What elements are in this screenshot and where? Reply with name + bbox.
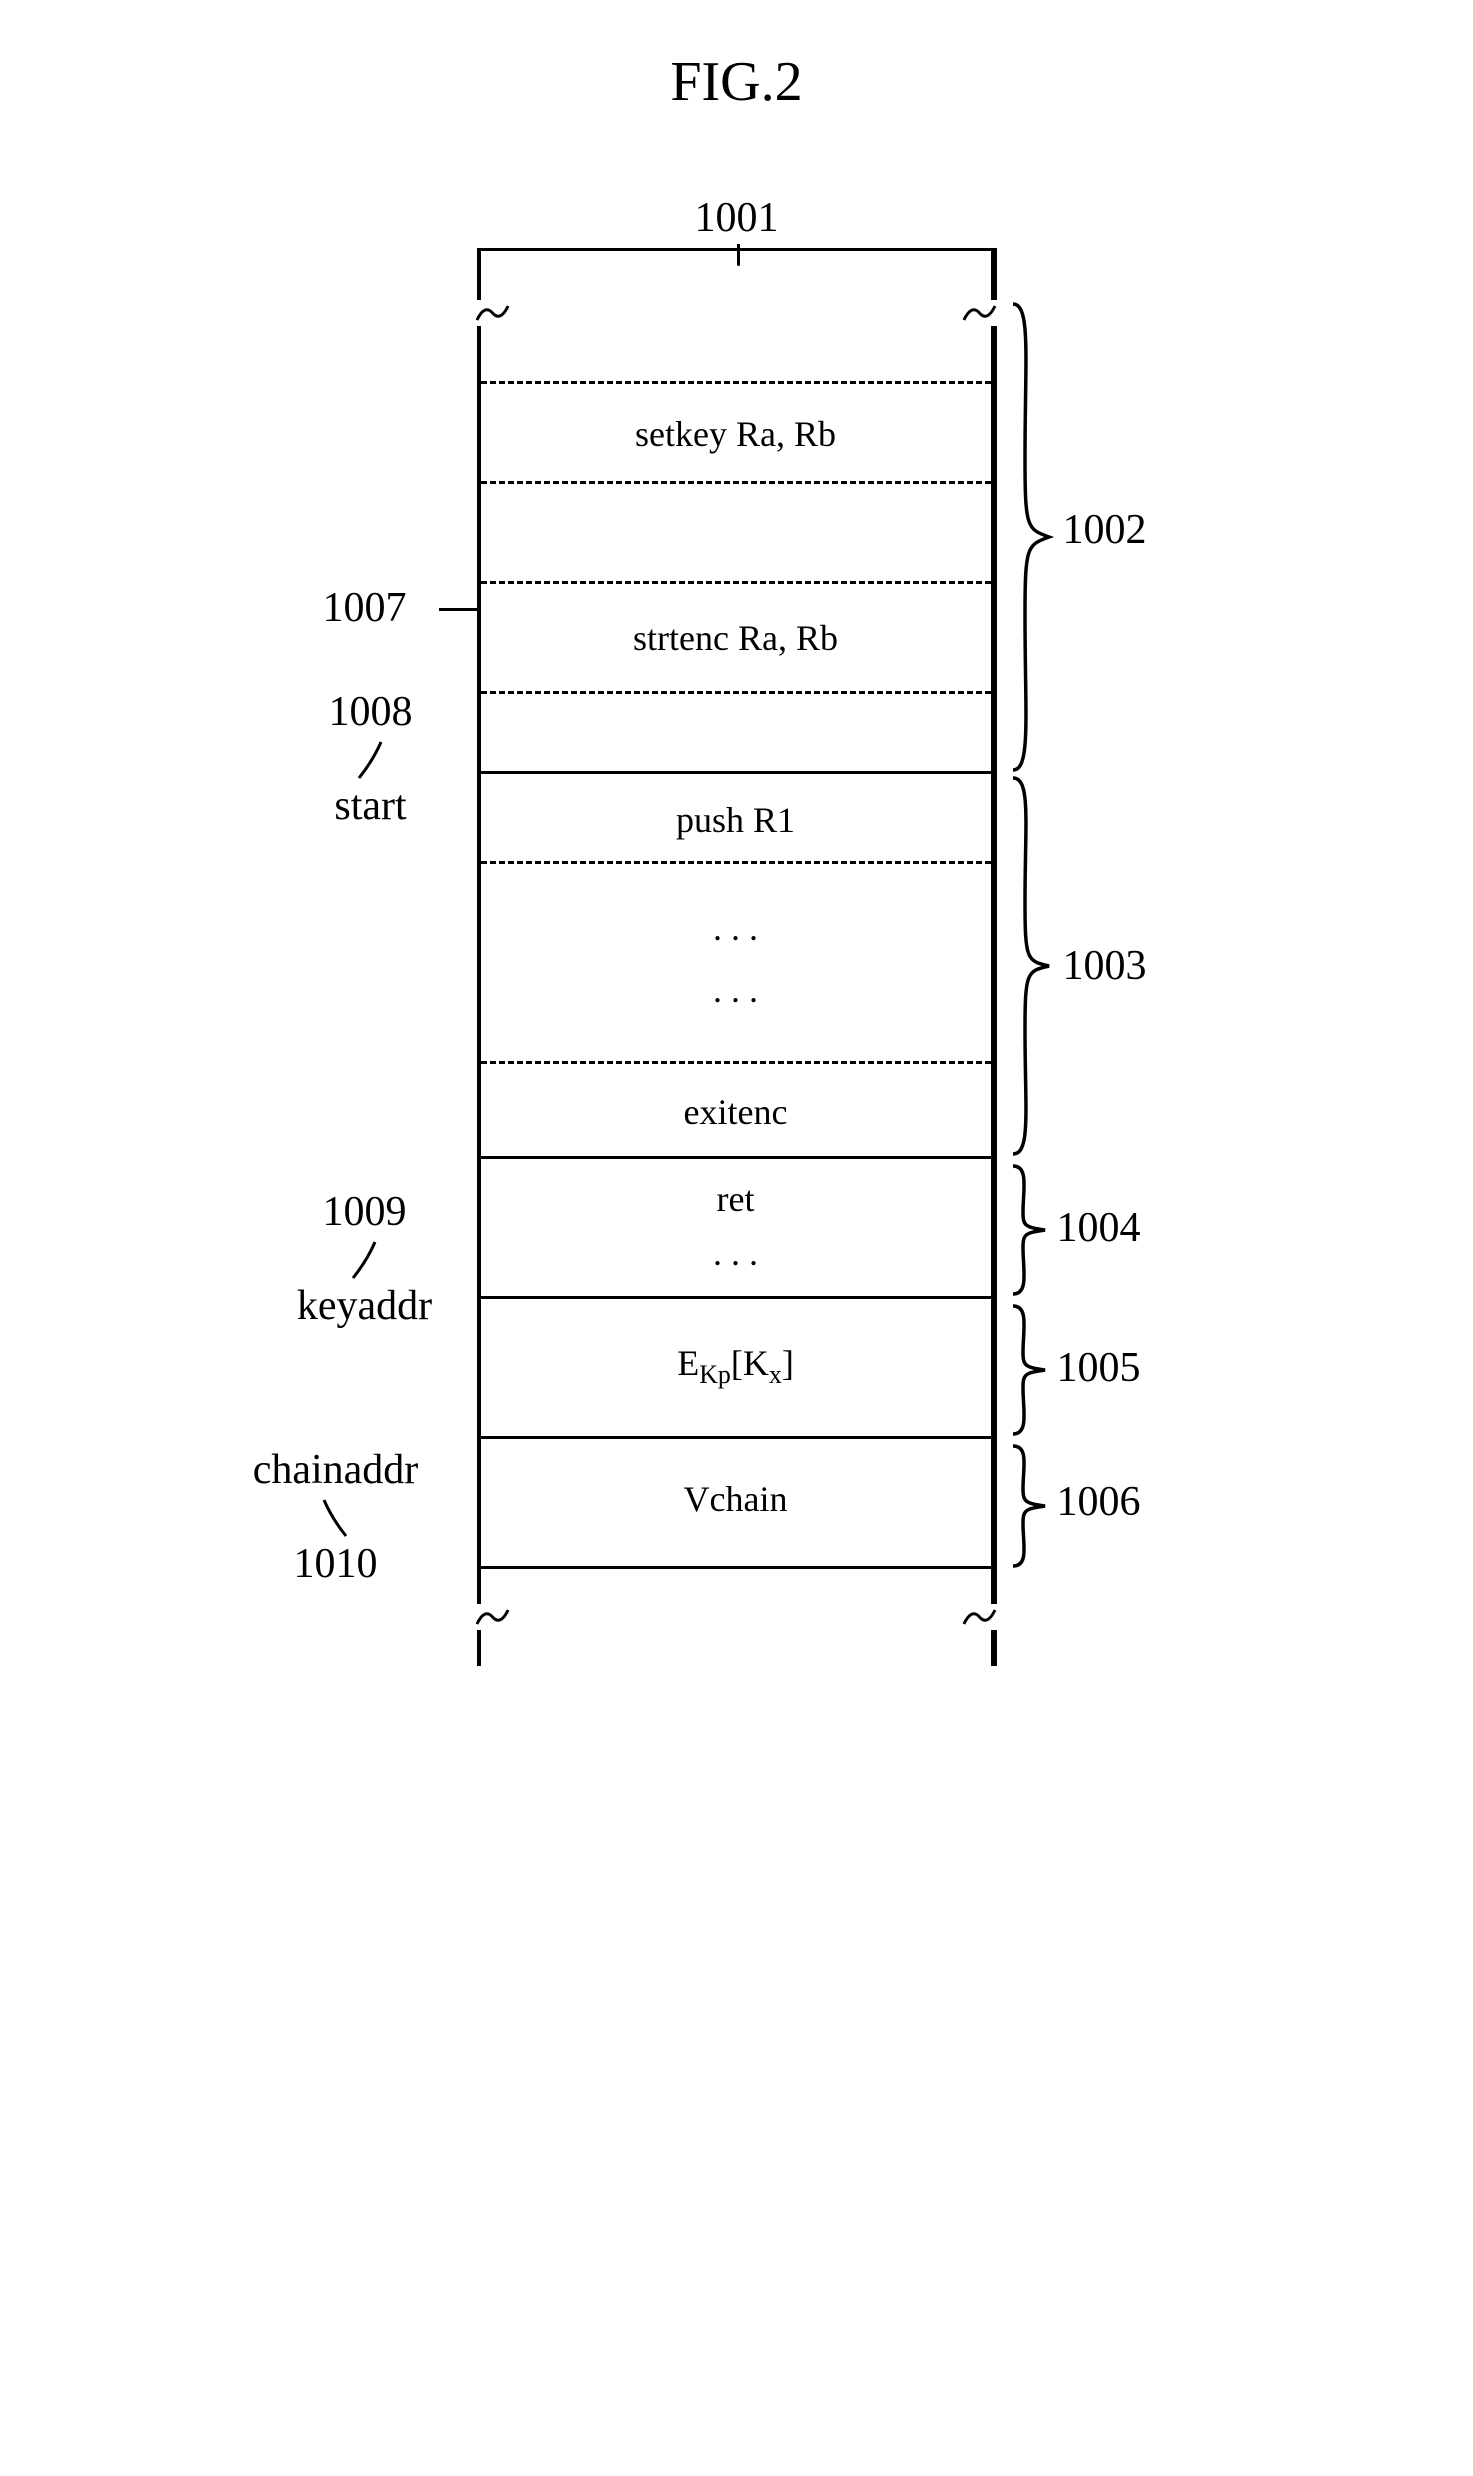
row-ret-dots: . . . xyxy=(481,1235,991,1271)
ekp-suffix: ] xyxy=(782,1343,794,1383)
brace-1003 xyxy=(1009,772,1059,1160)
brace-1005 xyxy=(1009,1300,1055,1440)
ekp-prefix: E xyxy=(677,1343,699,1383)
row-ret-text: ret xyxy=(481,1181,991,1217)
group-1010: chainaddr 1010 xyxy=(221,1446,451,1588)
ekp-sub1: Kp xyxy=(699,1360,731,1389)
figure-title: FIG.2 xyxy=(187,50,1287,114)
row-push: push R1 xyxy=(481,771,991,861)
row-dots: . . . . . . xyxy=(481,861,991,1061)
brace-1004 xyxy=(1009,1160,1055,1300)
label-1001-text: 1001 xyxy=(695,195,779,241)
row-gap-1008 xyxy=(481,691,991,771)
memory-layout-box: setkey Ra, Rb strtenc Ra, Rb push R1 . .… xyxy=(477,248,997,1666)
row-bottom xyxy=(481,1566,991,1666)
label-1002: 1002 xyxy=(1063,506,1147,554)
row-gap-1007 xyxy=(481,481,991,581)
brace-1006 xyxy=(1009,1440,1055,1572)
row-vchain: Vchain xyxy=(481,1436,991,1566)
row-dots-2: . . . xyxy=(481,972,991,1008)
group-1008: 1008 start xyxy=(311,688,431,830)
label-1004: 1004 xyxy=(1057,1204,1141,1252)
row-exitenc: exitenc xyxy=(481,1061,991,1156)
label-1008-num: 1008 xyxy=(311,688,431,736)
row-setkey: setkey Ra, Rb xyxy=(481,381,991,481)
row-dots-1: . . . xyxy=(481,910,991,946)
label-1010-txt: chainaddr xyxy=(221,1446,451,1494)
label-1007: 1007 xyxy=(323,584,407,632)
label-1005: 1005 xyxy=(1057,1344,1141,1392)
group-1009: 1009 keyaddr xyxy=(275,1188,455,1330)
label-1003: 1003 xyxy=(1063,942,1147,990)
brace-1002 xyxy=(1009,298,1059,776)
label-1009-txt: keyaddr xyxy=(275,1282,455,1330)
row-ekp: EKp[Kx] xyxy=(481,1296,991,1436)
label-1006: 1006 xyxy=(1057,1478,1141,1526)
ekp-sub2: x xyxy=(769,1360,782,1389)
row-ret: ret . . . xyxy=(481,1156,991,1296)
label-1009-num: 1009 xyxy=(275,1188,455,1236)
label-1010-num: 1010 xyxy=(221,1540,451,1588)
ekp-mid: [K xyxy=(731,1343,769,1383)
tick-1007 xyxy=(439,608,479,611)
row-strtenc: strtenc Ra, Rb xyxy=(481,581,991,691)
label-1001: 1001 xyxy=(187,194,1287,242)
label-1008-txt: start xyxy=(311,782,431,830)
